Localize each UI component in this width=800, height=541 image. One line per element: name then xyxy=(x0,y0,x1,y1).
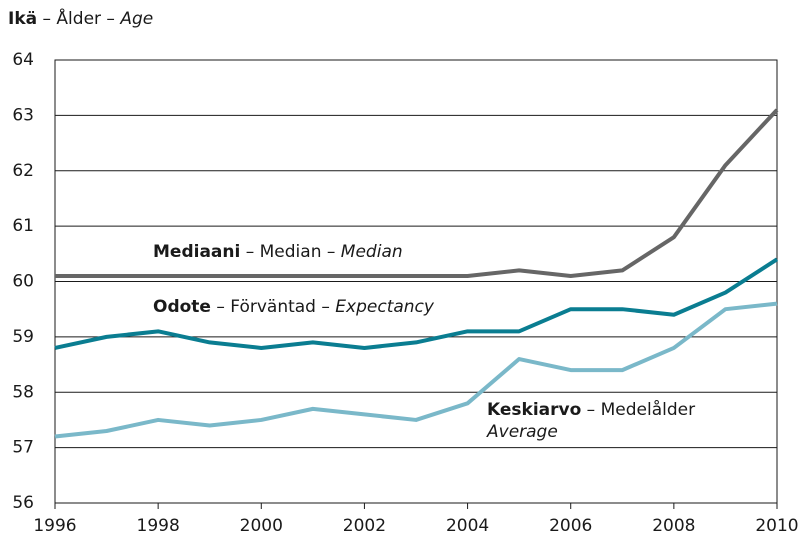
series-line xyxy=(54,301,778,439)
dash: – xyxy=(321,242,340,262)
y-tick-label: 61 xyxy=(12,216,34,236)
label-en: Expectancy xyxy=(335,297,435,317)
x-tick-label: 1998 xyxy=(137,516,180,536)
x-tick-label: 2010 xyxy=(755,516,798,536)
label-sv: Medelålder xyxy=(601,399,695,420)
series-line xyxy=(54,257,779,350)
label-en: Age xyxy=(119,9,153,29)
label-fi: Mediaani xyxy=(153,242,240,262)
y-tick-label: 64 xyxy=(12,50,34,70)
label-fi: Odote xyxy=(153,297,211,317)
label-fi: Keskiarvo xyxy=(487,400,581,420)
y-tick-label: 57 xyxy=(12,438,34,458)
label-en: Median xyxy=(341,242,403,262)
y-tick-label: 59 xyxy=(12,327,34,347)
y-tick-label: 63 xyxy=(12,105,34,125)
x-tick-label: 2002 xyxy=(343,516,386,536)
label-sv: Median xyxy=(260,242,322,262)
x-tick-label: 2004 xyxy=(446,516,489,536)
dash: – xyxy=(581,400,600,420)
series-line xyxy=(55,108,779,278)
x-tick-label: 1996 xyxy=(33,516,76,536)
label-sv: Ålder xyxy=(56,7,101,29)
x-tick-label: 2000 xyxy=(240,516,283,536)
x-tick-label: 2008 xyxy=(652,516,695,536)
label-sv: Förväntad xyxy=(230,297,316,317)
y-axis-label: Ikä – Ålder – Age xyxy=(8,7,153,29)
label-fi: Ikä xyxy=(8,9,37,29)
series-label: Keskiarvo – Medelålder Average xyxy=(486,399,695,442)
x-tick-label: 2006 xyxy=(549,516,592,536)
plot-frame xyxy=(54,59,778,504)
y-tick-label: 56 xyxy=(12,493,34,513)
y-tick-label: 60 xyxy=(12,272,34,292)
dash: – xyxy=(37,9,56,29)
dash: – xyxy=(240,242,259,262)
y-tick-label: 62 xyxy=(12,161,34,181)
series-label: Mediaani – Median – Median xyxy=(153,242,403,262)
dash: – xyxy=(101,9,120,29)
y-tick-label: 58 xyxy=(12,382,34,402)
series-label: Odote – Förväntad – Expectancy xyxy=(153,297,435,317)
dash: – xyxy=(316,297,335,317)
dash: – xyxy=(211,297,230,317)
label-en: Average xyxy=(486,422,558,442)
